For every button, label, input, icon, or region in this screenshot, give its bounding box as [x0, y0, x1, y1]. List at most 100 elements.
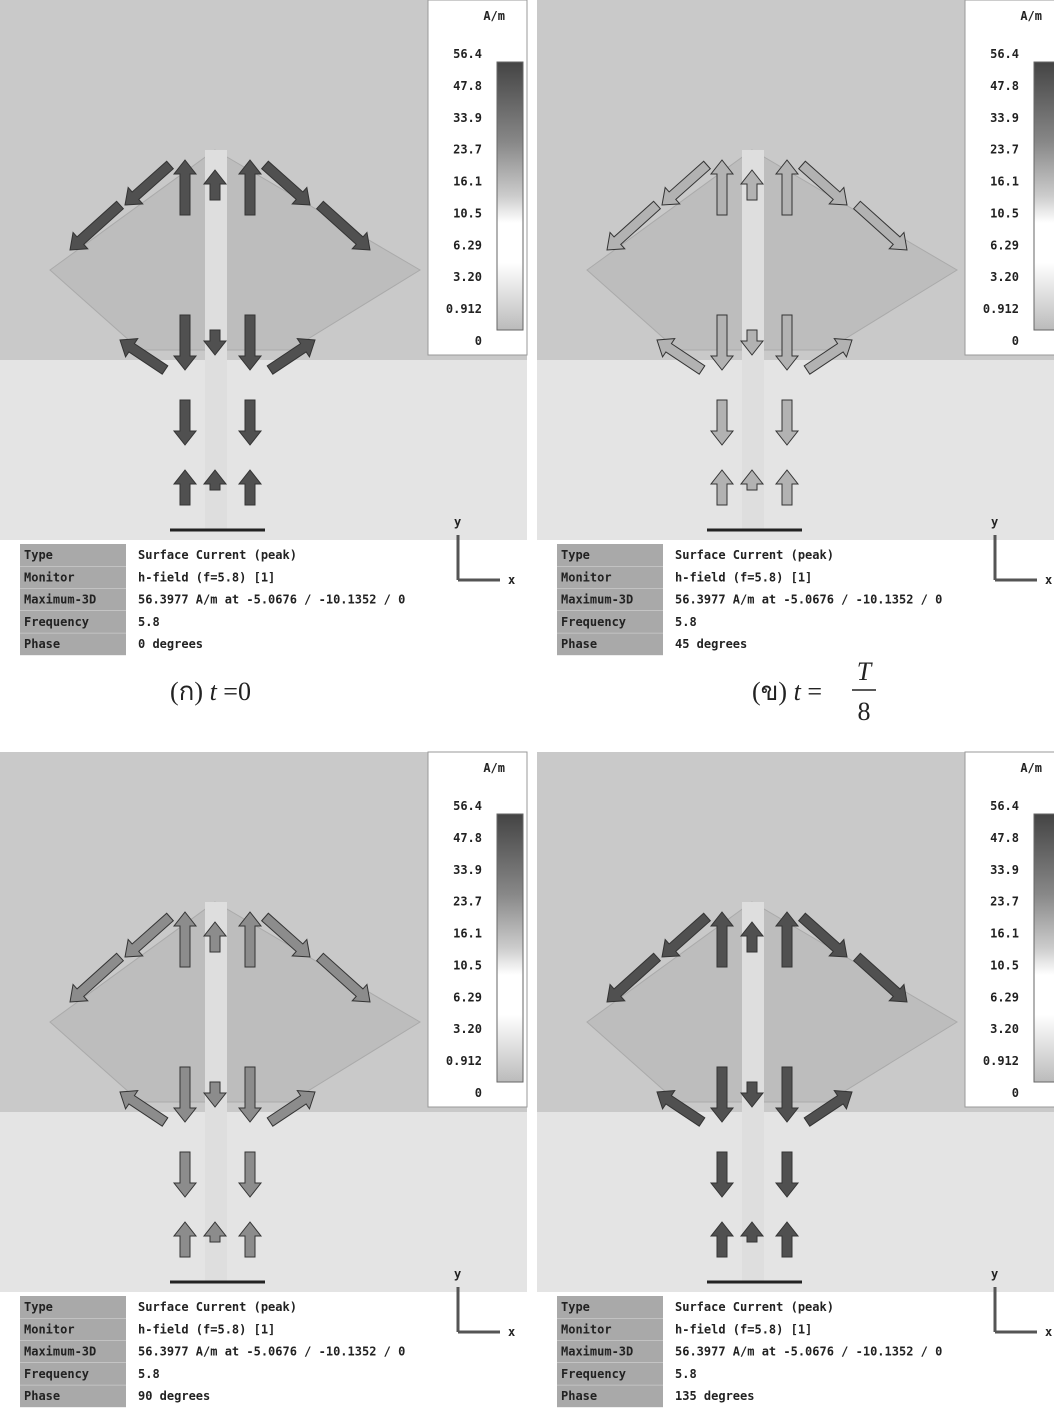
- colorbar-label: 3.20: [453, 1022, 482, 1036]
- current-arrow: [774, 911, 800, 968]
- current-arrow: [202, 329, 228, 356]
- current-arrow: [69, 200, 125, 251]
- info-value: Surface Current (peak): [138, 548, 297, 562]
- current-arrow: [237, 159, 263, 216]
- current-arrow: [709, 469, 735, 506]
- current-arrow: [119, 1090, 169, 1127]
- current-arrow: [709, 1066, 735, 1123]
- colorbar-label: 47.8: [990, 831, 1019, 845]
- info-key: Type: [24, 1300, 53, 1314]
- info-key: Type: [24, 548, 53, 562]
- info-key-cell: [557, 1296, 663, 1318]
- field-background-bottom: [0, 360, 527, 540]
- colorbar-label: 0.912: [446, 1054, 482, 1068]
- info-key: Monitor: [561, 1322, 612, 1336]
- colorbar-unit: A/m: [1020, 9, 1042, 23]
- info-value: h-field (f=5.8) [1]: [675, 1322, 812, 1336]
- current-arrow: [739, 921, 765, 953]
- colorbar-label: 6.29: [990, 238, 1019, 252]
- colorbar-label: 23.7: [453, 143, 482, 157]
- info-key: Frequency: [561, 615, 626, 629]
- current-arrow: [774, 1066, 800, 1123]
- current-arrow: [172, 469, 198, 506]
- info-key: Frequency: [561, 1367, 626, 1381]
- colorbar-label: 56.4: [990, 47, 1019, 61]
- info-key-cell: [20, 566, 126, 589]
- info-value: 90 degrees: [138, 1389, 210, 1403]
- info-key: Maximum-3D: [561, 1345, 633, 1359]
- info-value: 0 degrees: [138, 637, 203, 651]
- current-arrow: [202, 169, 228, 201]
- info-key: Monitor: [24, 1322, 75, 1336]
- current-arrow: [656, 1090, 706, 1127]
- info-key: Maximum-3D: [561, 593, 633, 607]
- info-key: Monitor: [24, 570, 75, 584]
- current-arrow: [606, 952, 662, 1003]
- field-background-bottom: [537, 360, 1054, 540]
- colorbar-label: 56.4: [453, 799, 482, 813]
- axis-x-label: x: [508, 1325, 515, 1339]
- current-arrow: [803, 338, 853, 375]
- colorbar-label: 6.29: [453, 238, 482, 252]
- info-value: h-field (f=5.8) [1]: [138, 1322, 275, 1336]
- current-arrow: [709, 399, 735, 446]
- info-key: Frequency: [24, 615, 89, 629]
- caption-part: (ข): [752, 677, 787, 706]
- current-arrow: [709, 1221, 735, 1258]
- current-arrow: [202, 921, 228, 953]
- current-arrow: [237, 314, 263, 371]
- caption-part: t: [210, 677, 218, 706]
- result-panel: A/m 56.4 47.8 33.9 23.7 16.1 10.5 6.29 3.20 0.912…: [537, 751, 1054, 1408]
- current-arrow: [739, 169, 765, 201]
- field-background-bottom: [0, 1112, 527, 1292]
- current-arrow: [606, 200, 662, 251]
- result-panel: A/m 56.4 47.8 33.9 23.7 16.1 10.5 6.29 3.20 0.912…: [0, 0, 528, 656]
- info-key-cell: [20, 633, 126, 656]
- colorbar-label: 0: [475, 1086, 482, 1100]
- caption-part: (ก): [170, 677, 203, 706]
- result-panel: A/m 56.4 47.8 33.9 23.7 16.1 10.5 6.29 3.20 0.912…: [537, 0, 1054, 656]
- colorbar-label: 16.1: [990, 175, 1019, 189]
- current-arrow: [852, 952, 908, 1003]
- current-arrow: [661, 912, 712, 958]
- info-value: 5.8: [675, 615, 697, 629]
- caption: (ข) t =: [752, 677, 822, 706]
- info-key: Phase: [24, 1389, 60, 1403]
- current-arrow: [237, 1066, 263, 1123]
- colorbar-label: 16.1: [453, 927, 482, 941]
- current-arrow: [172, 159, 198, 216]
- axis-y-label: y: [454, 515, 461, 529]
- colorbar-label: 47.8: [990, 79, 1019, 93]
- colorbar-label: 10.5: [990, 958, 1019, 972]
- colorbar-label: 56.4: [990, 799, 1019, 813]
- caption-numerator: T: [857, 657, 873, 686]
- info-key-cell: [557, 566, 663, 589]
- colorbar-label: 47.8: [453, 831, 482, 845]
- current-arrow: [315, 200, 371, 251]
- colorbar-label: 3.20: [453, 270, 482, 284]
- info-value: Surface Current (peak): [675, 548, 834, 562]
- colorbar-label: 0: [1012, 1086, 1019, 1100]
- info-key-cell: [20, 588, 126, 611]
- current-arrow: [124, 160, 175, 206]
- current-arrow: [774, 314, 800, 371]
- axis-x-label: x: [1045, 1325, 1052, 1339]
- current-arrow: [739, 1221, 765, 1243]
- colorbar: [496, 813, 524, 1083]
- axis-x-label: x: [1045, 573, 1052, 587]
- axis-x-label: x: [508, 573, 515, 587]
- colorbar-label: 10.5: [453, 958, 482, 972]
- info-key: Type: [561, 1300, 590, 1314]
- current-arrow: [852, 200, 908, 251]
- colorbar-unit: A/m: [483, 761, 505, 775]
- info-key: Maximum-3D: [24, 1345, 96, 1359]
- info-value: 56.3977 A/m at -5.0676 / -10.1352 / 0: [138, 593, 405, 607]
- colorbar-label: 33.9: [453, 111, 482, 125]
- info-key-cell: [20, 544, 126, 566]
- current-arrow: [739, 469, 765, 491]
- info-key: Phase: [561, 1389, 597, 1403]
- info-key-cell: [557, 610, 663, 633]
- current-arrow: [69, 952, 125, 1003]
- colorbar-label: 0: [1012, 334, 1019, 348]
